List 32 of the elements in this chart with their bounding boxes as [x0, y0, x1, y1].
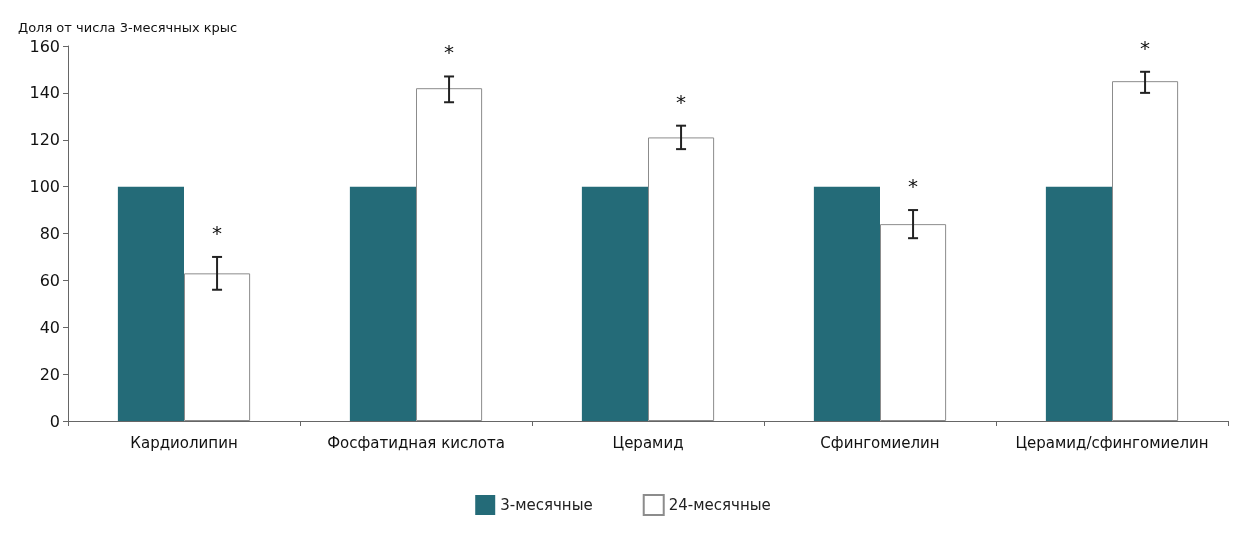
legend-label: 3-месячные — [500, 496, 593, 514]
x-tick-label: Кардиолипин — [130, 433, 238, 452]
y-tick-label: 100 — [29, 177, 60, 197]
legend-label: 24-месячные — [668, 496, 771, 514]
annotation: * — [444, 40, 455, 65]
bar — [416, 88, 483, 421]
y-tick-label: 60 — [39, 270, 60, 290]
bar — [813, 186, 880, 421]
annotation: * — [212, 220, 223, 245]
y-tick-label: 40 — [39, 317, 60, 337]
x-tick-label: Сфингомиелин — [820, 433, 940, 452]
y-tick-label: 20 — [39, 364, 60, 384]
annotation: * — [676, 89, 687, 114]
bar — [648, 137, 715, 421]
bar — [1045, 186, 1112, 421]
y-tick-label: 160 — [29, 36, 60, 56]
y-tick-label: 80 — [39, 224, 60, 243]
bar — [184, 273, 251, 421]
bar — [117, 186, 184, 421]
bar — [1112, 81, 1179, 421]
bar — [349, 186, 416, 421]
bar — [880, 224, 947, 421]
x-tick-label: Фосфатидная кислота — [327, 433, 505, 452]
y-tick-label: 0 — [49, 411, 60, 431]
y-tick-label: 140 — [29, 83, 60, 103]
y-axis-title: Доля от числа 3-месячных крыс — [18, 20, 238, 35]
x-tick-label: Церамид — [612, 433, 684, 452]
x-tick-label: Церамид/сфингомиелин — [1015, 433, 1209, 452]
annotation: * — [908, 174, 919, 199]
annotation: * — [1140, 35, 1151, 60]
y-tick-label: 120 — [29, 130, 60, 150]
bar — [581, 186, 648, 421]
